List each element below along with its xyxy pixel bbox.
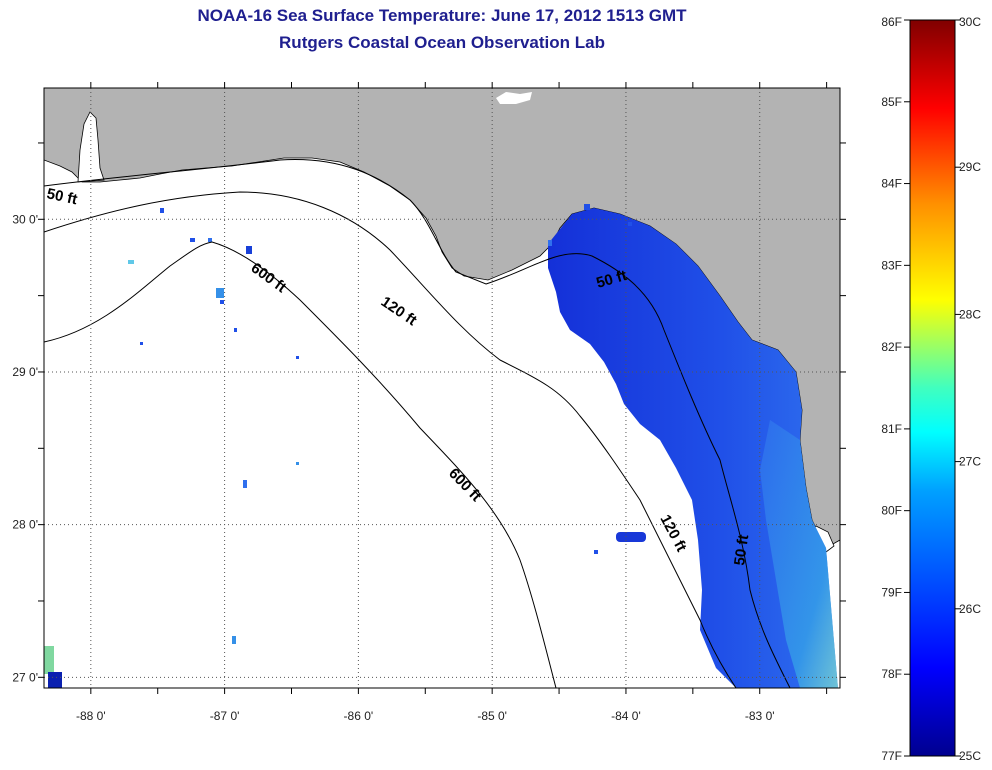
longitude-label: -85 0' [477, 709, 507, 723]
contour-label-50ft-south: 50 ft [731, 534, 752, 567]
sst-shelf-data [548, 208, 838, 688]
celsius-label: 29C [959, 160, 981, 174]
longitude-label: -88 0' [76, 709, 106, 723]
fahrenheit-label: 77F [881, 749, 902, 763]
fahrenheit-label: 80F [881, 504, 902, 518]
fahrenheit-label: 84F [881, 177, 902, 191]
longitude-label: -83 0' [745, 709, 775, 723]
contour-label-50ft-west: 50 ft [45, 185, 79, 208]
celsius-label: 25C [959, 749, 981, 763]
sst-coastal-band [760, 420, 838, 688]
mobile-bay [77, 111, 105, 183]
contour-600ft [44, 241, 557, 688]
contour-50ft [44, 158, 791, 688]
longitude-label: -84 0' [611, 709, 641, 723]
colorbar-fahrenheit-labels: 86F 85F 84F 83F 82F 81F 80F 79F 78F 77F [881, 15, 902, 763]
fahrenheit-label: 79F [881, 585, 902, 599]
latitude-label: 29 0' [12, 365, 38, 379]
longitude-label: -86 0' [344, 709, 374, 723]
fahrenheit-label: 82F [881, 340, 902, 354]
longitude-labels: -88 0' -87 0' -86 0' -85 0' -84 0' -83 0' [76, 709, 775, 723]
fahrenheit-label: 83F [881, 258, 902, 272]
colorbar-ticks [904, 19, 961, 757]
fahrenheit-label: 81F [881, 422, 902, 436]
longitude-label: -87 0' [210, 709, 240, 723]
graticule [44, 88, 840, 688]
map-subtitle: Rutgers Coastal Ocean Observation Lab [279, 33, 605, 52]
colorbar [909, 19, 956, 757]
contour-120ft [44, 191, 737, 688]
latitude-label: 30 0' [12, 212, 38, 226]
sst-scattered-pixels [44, 204, 646, 688]
axis-ticks [38, 82, 846, 694]
inland-lake [496, 92, 532, 104]
map-frame [43, 87, 841, 689]
latitude-label: 27 0' [12, 670, 38, 684]
fahrenheit-label: 78F [881, 667, 902, 681]
celsius-label: 27C [959, 455, 981, 469]
celsius-label: 28C [959, 307, 981, 321]
fahrenheit-label: 86F [881, 15, 902, 29]
fahrenheit-label: 85F [881, 95, 902, 109]
colorbar-celsius-labels: 30C 29C 28C 27C 26C 25C [959, 15, 981, 763]
celsius-label: 30C [959, 15, 981, 29]
celsius-label: 26C [959, 602, 981, 616]
latitude-labels: 30 0' 29 0' 28 0' 27 0' [12, 212, 38, 684]
map-title: NOAA-16 Sea Surface Temperature: June 17… [197, 6, 687, 25]
latitude-label: 28 0' [12, 518, 38, 532]
